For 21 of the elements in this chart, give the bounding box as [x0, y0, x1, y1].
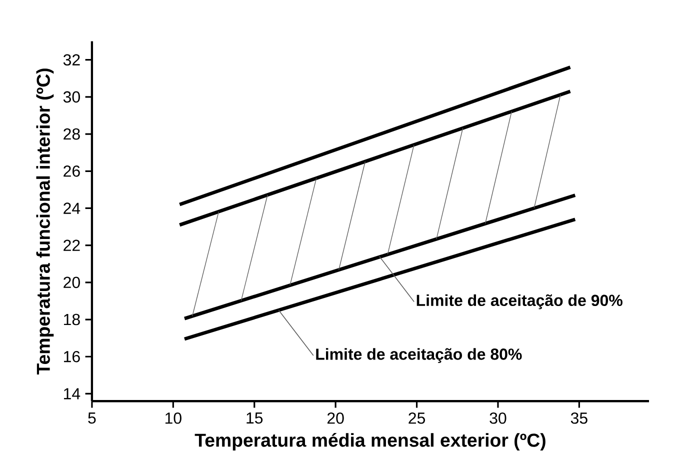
y-tick-label: 16 [64, 350, 80, 362]
y-tick-label: 32 [63, 54, 80, 66]
x-tick-label: 20 [327, 412, 344, 424]
y-tick-label: 30 [63, 91, 80, 102]
x-tick-label: 30 [490, 412, 506, 424]
annotation: Limite de aceitação de 80% [316, 348, 522, 363]
x-tick-label: 10 [165, 412, 182, 424]
x-axis-title: Temperatura média mensal exterior (ºC) [194, 432, 546, 450]
y-tick-label: 14 [64, 388, 80, 400]
x-tick-label: 5 [88, 412, 96, 424]
x-tick-label: 35 [570, 412, 588, 424]
y-tick-label: 22 [64, 240, 80, 251]
y-tick-label: 28 [64, 128, 80, 140]
x-tick-label: 25 [408, 412, 425, 424]
y-tick-label: 24 [64, 202, 80, 214]
annotation: Limite de aceitação de 90% [416, 294, 622, 310]
y-tick-label: 18 [64, 314, 80, 325]
y-tick-label: 20 [64, 276, 80, 288]
x-tick-label: 15 [246, 412, 263, 424]
y-axis-title: Temperatura funcional interior (ºC) [36, 68, 54, 374]
y-tick-label: 26 [64, 165, 80, 177]
